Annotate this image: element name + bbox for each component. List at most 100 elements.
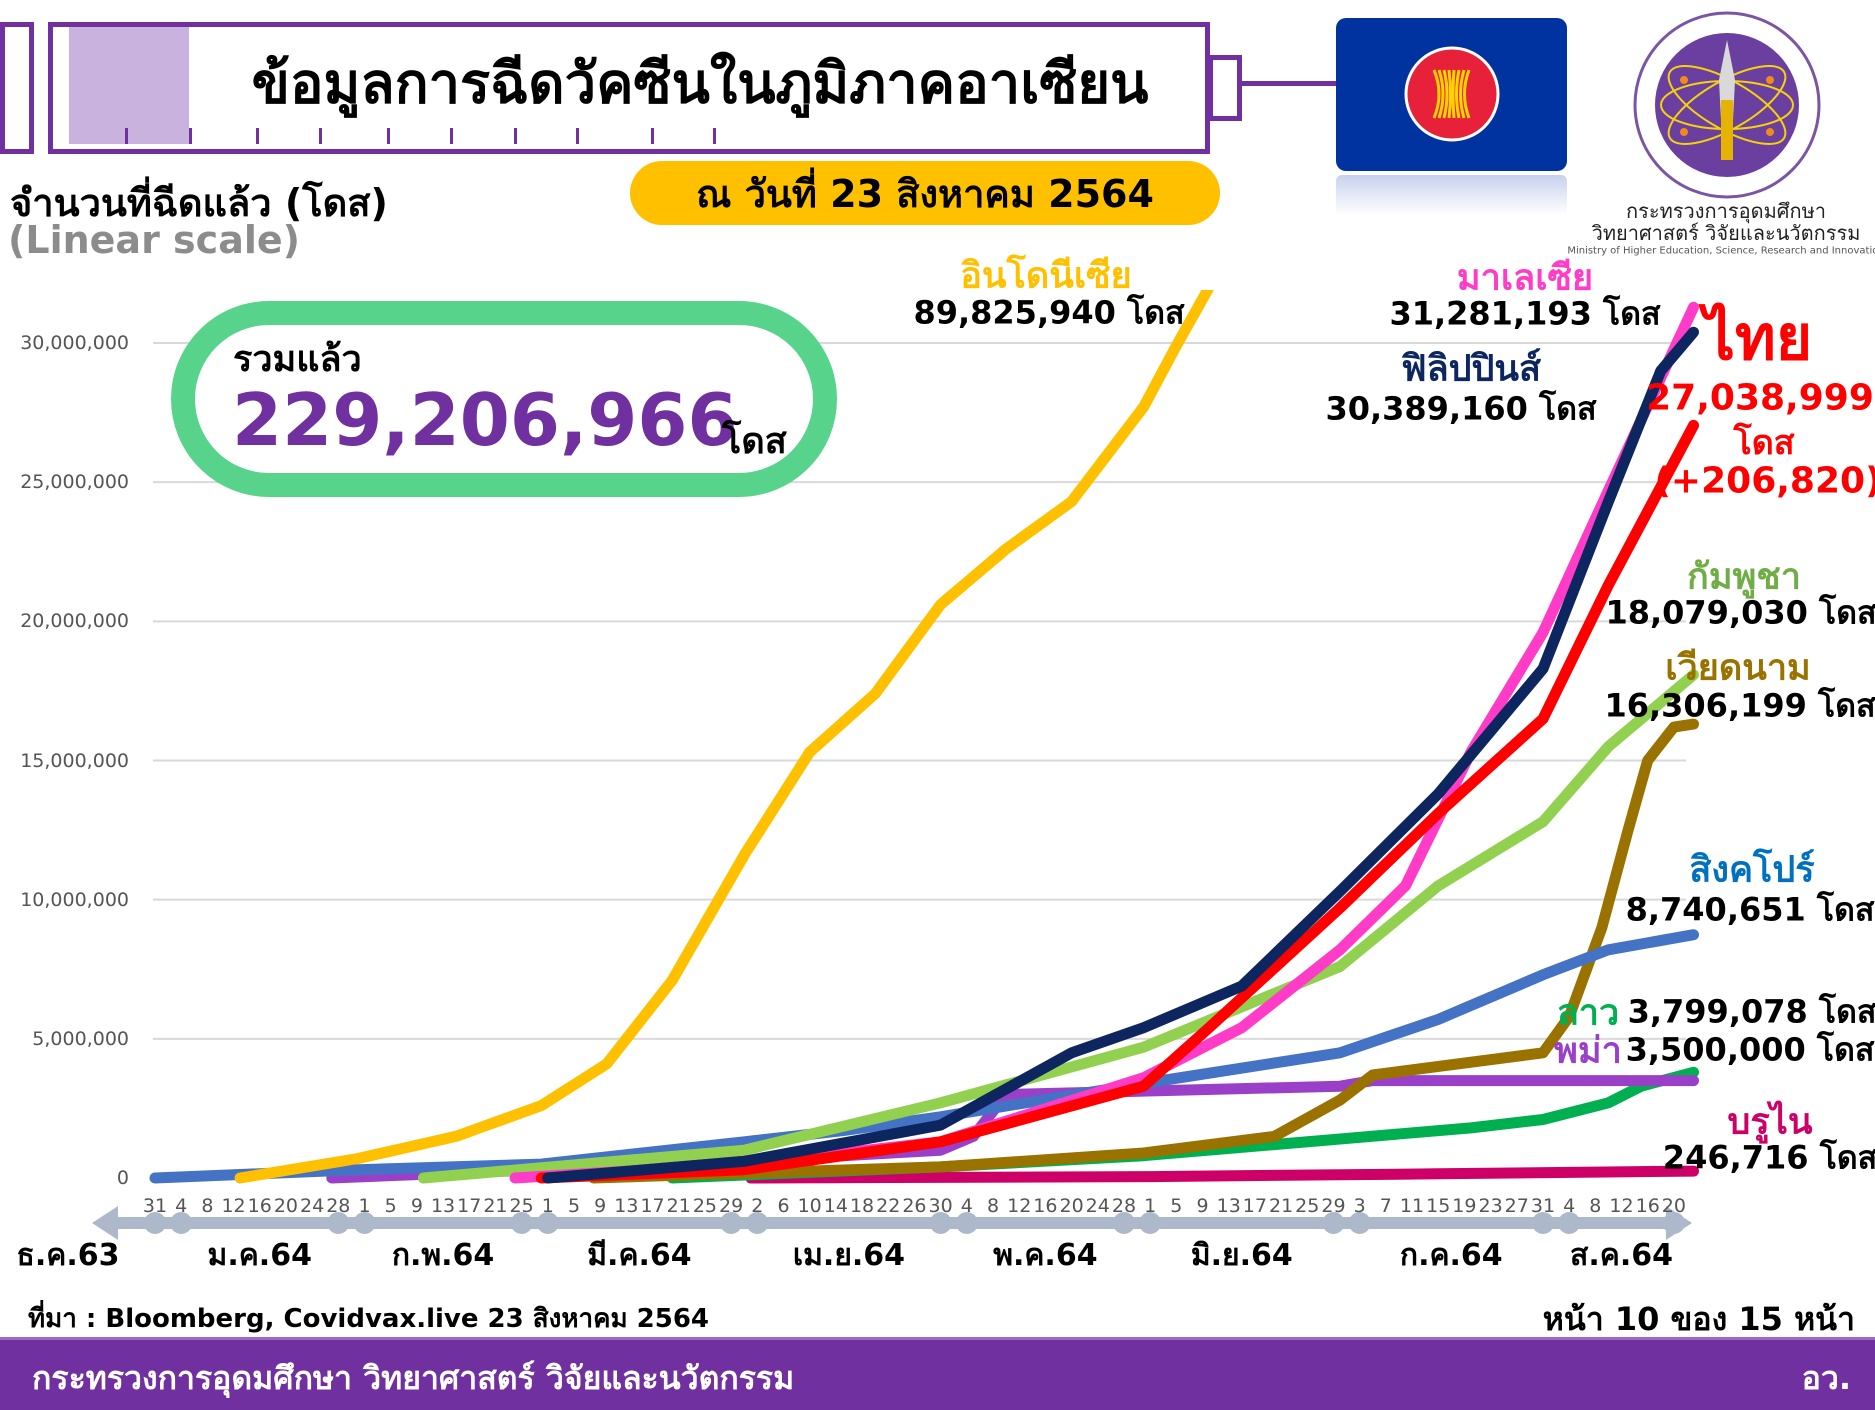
y-tick-label: 20,000,000 [20, 610, 129, 633]
x-tick-label: 13 [614, 1195, 639, 1217]
x-axis-month-marker [536, 1212, 559, 1234]
syringe-banner [48, 22, 1210, 154]
label-philippines: ฟิลิปปินส์ [1401, 348, 1541, 390]
x-tick-label: 8 [201, 1195, 214, 1217]
x-tick-label: 27 [1504, 1195, 1529, 1217]
label-brunei: บรูไน [1727, 1101, 1813, 1143]
x-tick-label: 22 [876, 1195, 901, 1217]
x-axis-month-marker [144, 1212, 166, 1234]
x-tick-label: 26 [902, 1195, 927, 1217]
y-tick-label: 25,000,000 [20, 471, 129, 494]
x-tick-label: 28 [326, 1195, 351, 1217]
ministry-name-line2: วิทยาศาสตร์ วิจัยและนวัตกรรม [1591, 221, 1861, 245]
value-thailand: 27,038,999 [1646, 377, 1874, 419]
flag-reflection [1336, 175, 1567, 215]
asean-flag-icon [1336, 18, 1567, 171]
x-tick-label: 13 [430, 1195, 456, 1217]
syringe-tick [713, 128, 716, 144]
x-tick-label: 14 [823, 1195, 848, 1217]
x-tick-label: 21 [666, 1195, 691, 1217]
x-tick-label: 5 [384, 1195, 397, 1217]
x-tick-label: 29 [1321, 1195, 1346, 1217]
x-tick-label: 18 [849, 1195, 875, 1217]
value-vietnam: 16,306,199 โดส [1604, 686, 1875, 725]
x-tick-label: 12 [1007, 1195, 1032, 1217]
total-value: 229,206,966 [232, 378, 738, 462]
x-tick-label: 13 [1216, 1195, 1241, 1217]
page-indicator: หน้า 10 ของ 15 หน้า [1542, 1300, 1855, 1338]
x-tick-label: 8 [986, 1195, 1000, 1217]
x-axis-month-marker [353, 1212, 376, 1234]
total-unit: โดส [722, 421, 787, 462]
x-tick-label: 30 [928, 1195, 953, 1217]
x-axis-arrow-left-icon [92, 1206, 118, 1240]
x-month-label: ม.ค.64 [207, 1238, 312, 1273]
label-malaysia: มาเลเซีย [1456, 257, 1594, 299]
x-tick-label: 2 [751, 1195, 764, 1217]
x-month-label: มิ.ย.64 [1190, 1238, 1293, 1273]
x-tick-label: 3 [1353, 1195, 1366, 1217]
label-thailand: ไทย [1703, 301, 1813, 374]
page-title: ข้อมูลการฉีดวัคซีนในภูมิภาคอาเซียน [251, 51, 1149, 117]
syringe-tick [651, 128, 654, 144]
x-tick-label: 1 [1144, 1195, 1157, 1217]
unit-thailand: โดส [1733, 423, 1795, 463]
x-tick-label: 12 [221, 1195, 246, 1217]
syringe-tick [514, 128, 517, 144]
ministry-logo-icon [1632, 10, 1822, 204]
label-myanmar: พม่า [1554, 1030, 1622, 1072]
x-tick-label: 4 [960, 1195, 973, 1217]
x-tick-label: 17 [457, 1195, 482, 1217]
syringe-tick [256, 128, 259, 144]
x-tick-label: 5 [567, 1195, 581, 1217]
y-axis-title: จำนวนที่ฉีดแล้ว (โดส) [10, 181, 388, 225]
x-tick-label: 31 [1530, 1195, 1556, 1217]
x-tick-label: 10 [797, 1195, 822, 1217]
x-axis-month-marker [1558, 1212, 1581, 1234]
x-month-label: ธ.ค.63 [16, 1238, 120, 1273]
x-tick-label: 28 [1111, 1195, 1137, 1217]
x-tick-label: 17 [640, 1195, 665, 1217]
series-line [588, 718, 1699, 1184]
value-indonesia: 89,825,940 โดส [913, 293, 1185, 332]
x-tick-label: 11 [1399, 1195, 1425, 1217]
x-tick-label: 15 [1426, 1195, 1451, 1217]
syringe-tick [189, 128, 192, 144]
label-indonesia: อินโดนีเซีย [960, 255, 1132, 297]
syringe-tick [576, 128, 579, 144]
x-axis-month-marker [746, 1212, 769, 1234]
date-badge: ณ วันที่ 23 สิงหาคม 2564 [630, 161, 1220, 225]
y-tick-label: 0 [116, 1167, 129, 1189]
value-brunei: 246,716 โดส [1662, 1138, 1875, 1177]
x-tick-label: 20 [1059, 1195, 1084, 1217]
x-tick-label: 7 [1379, 1195, 1392, 1217]
value-laos: 3,799,078 โดส [1627, 992, 1875, 1031]
total-label: รวมแล้ว [233, 339, 362, 380]
x-axis-month-marker [1348, 1212, 1371, 1234]
x-axis-month-marker [1662, 1212, 1685, 1234]
x-tick-label: 25 [509, 1195, 534, 1217]
x-axis-month-marker [1139, 1212, 1162, 1234]
footer-org: กระทรวงการอุดมศึกษา วิทยาศาสตร์ วิจัยและ… [32, 1359, 795, 1397]
x-tick-label: 9 [410, 1195, 423, 1217]
syringe-needle [1237, 81, 1337, 86]
value-singapore: 8,740,651 โดส [1625, 890, 1875, 929]
value-cambodia: 18,079,030 โดส [1605, 593, 1875, 632]
syringe-plunger [0, 22, 34, 154]
series-line [542, 326, 1699, 1184]
y-tick-label: 5,000,000 [32, 1027, 129, 1050]
series-line [745, 1165, 1699, 1184]
x-month-label: ส.ค.64 [1570, 1238, 1673, 1273]
x-tick-label: 24 [300, 1195, 325, 1217]
label-cambodia: กัมพูชา [1687, 556, 1801, 598]
x-tick-label: 1 [541, 1195, 554, 1217]
ministry-name-line1: กระทรวงการอุดมศึกษา [1626, 199, 1826, 223]
value-myanmar: 3,500,000 โดส [1625, 1030, 1875, 1069]
x-tick-label: 4 [175, 1195, 188, 1217]
x-axis-month-marker [510, 1212, 533, 1234]
value-malaysia: 31,281,193 โดส [1389, 294, 1661, 333]
x-tick-label: 24 [1085, 1195, 1110, 1217]
x-month-label: มี.ค.64 [587, 1238, 692, 1273]
x-tick-label: 9 [1196, 1195, 1209, 1217]
